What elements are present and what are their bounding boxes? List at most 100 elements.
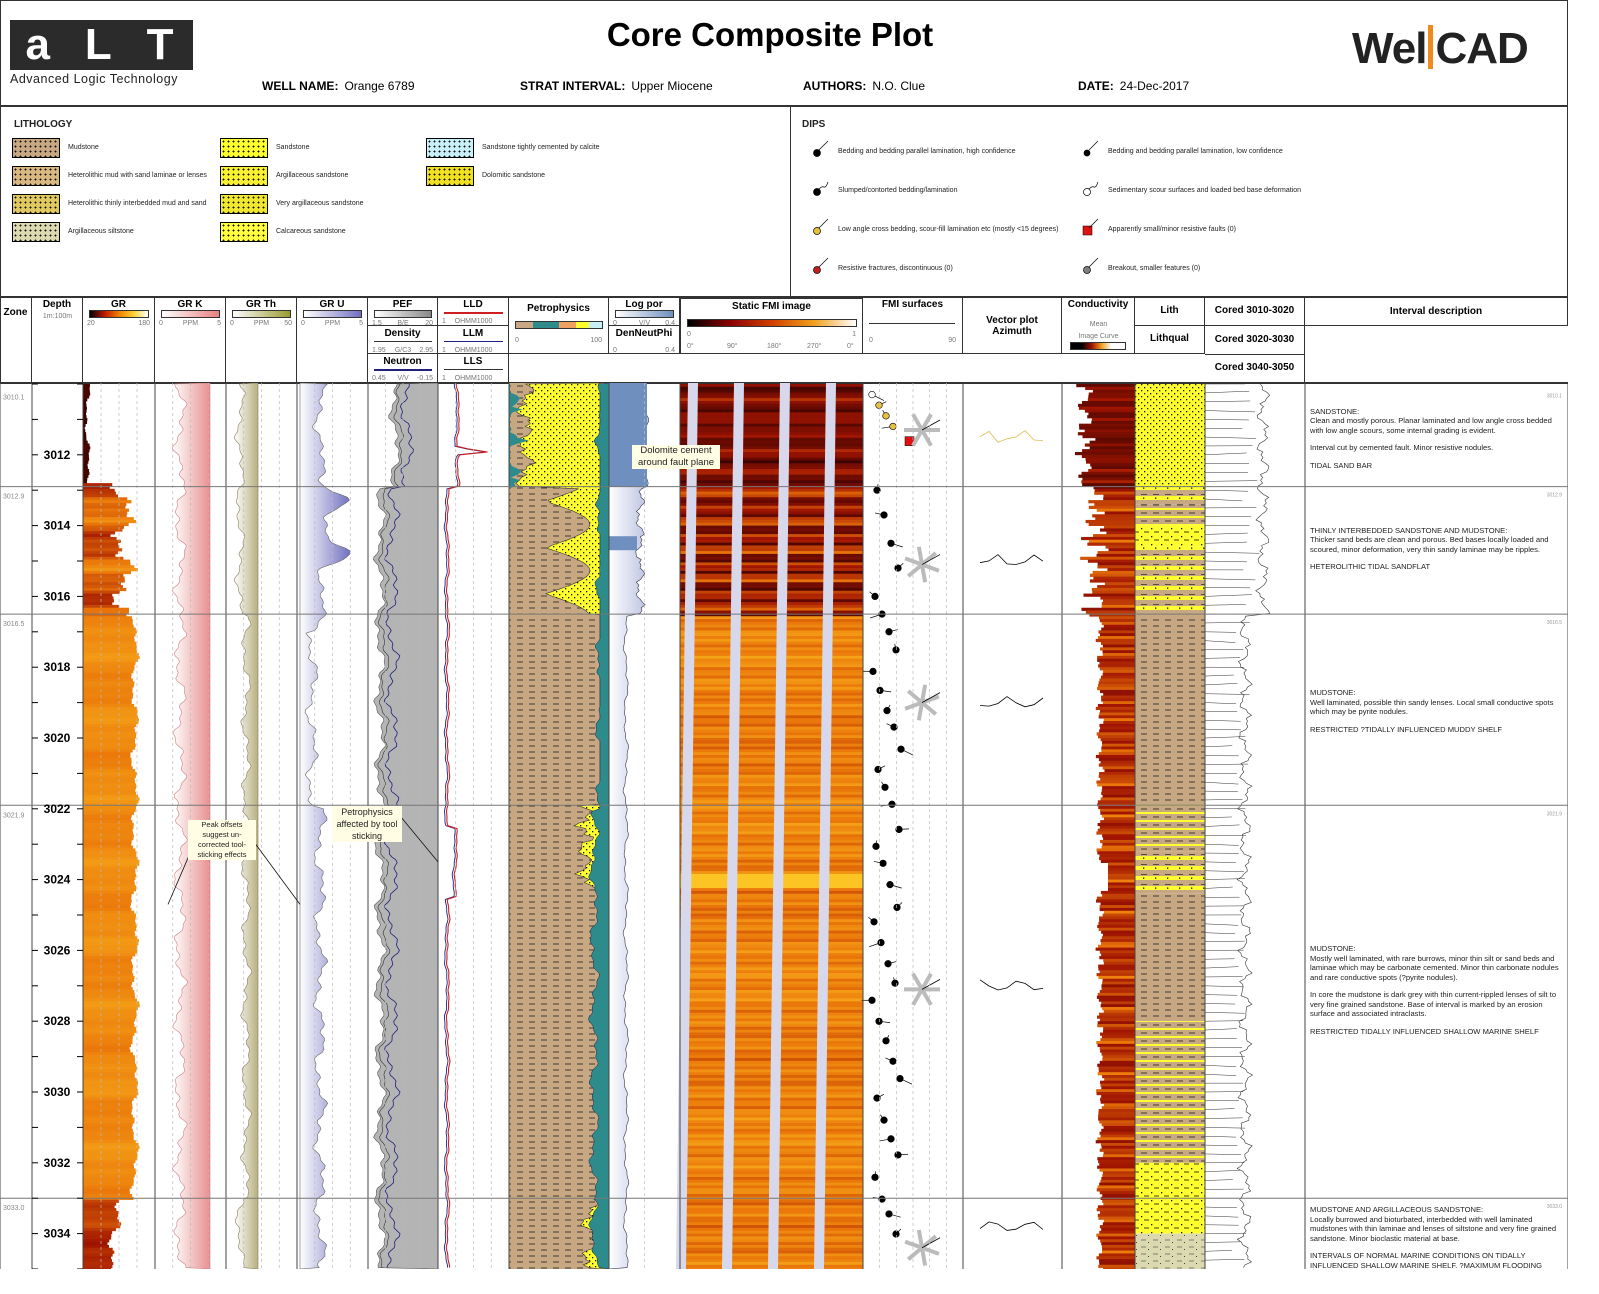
gr-fill-strip: [83, 817, 131, 821]
gr-fill-strip: [83, 1007, 138, 1011]
fmi-strip: [680, 684, 863, 688]
conductivity-strip: [1097, 851, 1135, 855]
conductivity-strip: [1098, 763, 1135, 767]
gr-fill-strip: [83, 896, 132, 900]
conductivity-strip: [1100, 777, 1135, 781]
zone-top-label: 3016.5: [3, 621, 25, 628]
conductivity-strip: [1098, 805, 1135, 810]
conductivity-strip: [1102, 766, 1135, 770]
fmi-strip: [680, 746, 863, 750]
conductivity-strip: [1091, 587, 1135, 592]
gr-fill-strip: [83, 1066, 138, 1070]
fmi-strip: [680, 774, 863, 779]
gr-fill-strip: [83, 992, 135, 997]
cond-sub2: Image Curve: [1078, 333, 1119, 340]
gr-fill-strip: [83, 1092, 139, 1096]
fmi-strip: [680, 905, 863, 909]
interval-description: MUDSTONE: Mostly well laminated, with ra…: [1310, 944, 1564, 1044]
depth-label: 3014: [44, 519, 71, 533]
core-sketch-line: [1204, 790, 1238, 793]
conductivity-strip: [1091, 420, 1135, 425]
gr-fill-strip: [83, 624, 134, 628]
track-title: PEF: [392, 299, 413, 310]
fmi-strip: [680, 582, 863, 586]
field-date: DATE: 24-Dec-2017: [1078, 79, 1190, 93]
gr-fill-strip: [83, 1162, 134, 1166]
yellow-dot-icon: [813, 218, 829, 235]
fmi-strip: [680, 590, 863, 594]
gr-fill-strip: [83, 658, 139, 662]
fmi-strip: [680, 570, 863, 575]
lithology-swatch-sand: [220, 138, 268, 158]
gr-fill-strip: [83, 672, 132, 677]
petrophysics-legend-bar: [515, 321, 603, 329]
gr-fill-strip: [83, 1233, 112, 1237]
rose-petal: [920, 1234, 938, 1250]
depth-label: 3020: [44, 731, 71, 745]
conductivity-strip: [1082, 483, 1135, 487]
conductivity-strip: [1098, 975, 1135, 980]
llm-line: [444, 341, 503, 342]
conductivity-strip: [1082, 434, 1135, 439]
conductivity-strip: [1092, 570, 1135, 575]
fmi-strip: [680, 522, 863, 526]
conductivity-strip: [1099, 1191, 1135, 1195]
conductivity-strip: [1101, 627, 1135, 631]
neutron-line: [374, 369, 432, 371]
fmi-strip: [680, 491, 863, 495]
conductivity-strip: [1099, 1168, 1135, 1172]
fmi-strip: [680, 485, 863, 490]
track-title: LLM: [462, 328, 484, 339]
conductivity-strip: [1102, 933, 1135, 937]
conductivity-strip: [1096, 995, 1135, 999]
track-title: DenNeutPhi: [615, 328, 673, 339]
gr-fill-strip: [83, 888, 137, 892]
fmi-strip: [680, 862, 863, 866]
fmi-strip: [680, 834, 863, 838]
vector-plot-trace: [979, 696, 1044, 708]
gr-fill-strip: [83, 941, 139, 946]
conductivity-strip: [1100, 1049, 1135, 1053]
gr-fill-strip: [83, 539, 121, 543]
gr-fill-strip: [83, 842, 132, 846]
conductivity-strip: [1097, 1063, 1135, 1067]
gr-fill-strip: [83, 839, 132, 844]
gr-fill-strip: [83, 542, 119, 546]
depth-label: 3018: [44, 660, 71, 674]
conductivity-strip: [1101, 1001, 1135, 1005]
conductivity-strip: [1098, 735, 1135, 739]
fmi-strip: [680, 596, 863, 600]
conductivity-strip: [1099, 1131, 1135, 1135]
scale-min: 0: [613, 320, 617, 327]
conductivity-strip: [1098, 757, 1135, 762]
fmi-strip: [680, 803, 863, 807]
gr-fill-strip: [83, 443, 90, 447]
fmi-strip: [680, 981, 863, 985]
description-paragraph: SANDSTONE: Clean and mostly porous. Plan…: [1310, 406, 1552, 435]
scale-max: 50: [284, 320, 292, 327]
fmi-strip: [680, 502, 863, 507]
conductivity-strip: [1101, 987, 1135, 991]
gr-fill-strip: [83, 712, 138, 716]
core-outline: [1236, 383, 1271, 1268]
conductivity-strip: [1102, 672, 1135, 677]
conductivity-strip: [1101, 1106, 1135, 1110]
fmi-strip: [680, 729, 863, 733]
fmi-strip: [680, 856, 863, 861]
zone-top-label-right: 3016.5: [1547, 620, 1563, 626]
gr-fill-strip: [83, 820, 133, 824]
gr-fill-strip: [83, 723, 137, 728]
gr-fill-strip: [83, 681, 135, 685]
track-title: Log por: [625, 299, 663, 310]
conductivity-strip: [1102, 786, 1135, 790]
interval-description: THINLY INTERBEDDED SANDSTONE AND MUDSTON…: [1310, 526, 1564, 580]
black-dot-wavy-icon: [813, 181, 829, 196]
conductivity-strip: [1103, 624, 1135, 628]
conductivity-strip: [1099, 729, 1135, 733]
conductivity-strip: [1099, 1018, 1135, 1022]
zone-top-label: 3010.1: [3, 395, 25, 402]
fmi-strip: [680, 610, 863, 614]
fmi-strip: [680, 811, 863, 815]
color-scale-bar: [303, 310, 362, 318]
conductivity-strip: [1096, 1233, 1135, 1237]
